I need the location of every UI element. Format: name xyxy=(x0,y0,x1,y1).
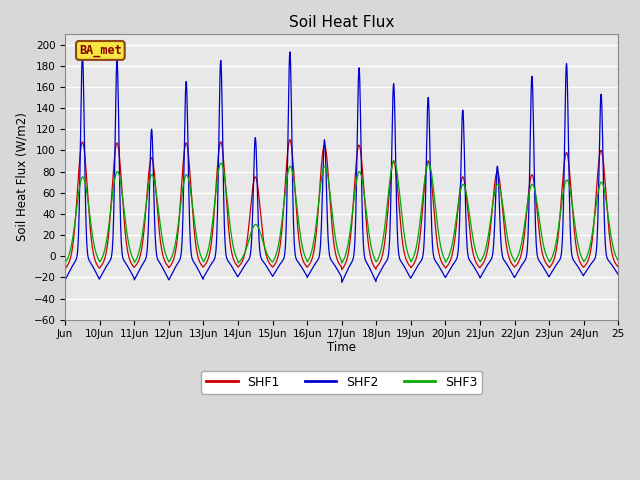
SHF1 xyxy=(148,155,156,161)
Text: BA_met: BA_met xyxy=(79,44,122,57)
SHF2 xyxy=(338,279,346,285)
SHF1 xyxy=(317,170,324,176)
SHF3 xyxy=(338,260,346,266)
SHF3 xyxy=(554,231,561,237)
SHF2 xyxy=(472,268,480,274)
Y-axis label: Soil Heat Flux (W/m2): Soil Heat Flux (W/m2) xyxy=(15,112,28,241)
SHF2 xyxy=(286,49,294,55)
SHF3 xyxy=(614,257,622,263)
SHF3 xyxy=(327,199,335,205)
Line: SHF3: SHF3 xyxy=(65,161,618,263)
SHF3 xyxy=(608,236,616,242)
SHF1 xyxy=(61,266,69,272)
SHF1 xyxy=(608,248,616,254)
SHF1 xyxy=(554,239,561,245)
SHF3 xyxy=(390,158,398,164)
SHF1 xyxy=(472,260,480,266)
SHF1 xyxy=(338,267,346,273)
SHF2 xyxy=(608,262,616,267)
Line: SHF1: SHF1 xyxy=(65,140,618,270)
SHF2 xyxy=(328,257,335,263)
SHF1 xyxy=(328,215,335,220)
SHF3 xyxy=(472,251,480,257)
SHF1 xyxy=(286,137,294,143)
SHF3 xyxy=(317,183,324,189)
Line: SHF2: SHF2 xyxy=(65,52,618,282)
SHF3 xyxy=(148,172,156,178)
X-axis label: Time: Time xyxy=(327,341,356,354)
SHF2 xyxy=(554,260,561,266)
SHF1 xyxy=(614,264,622,270)
SHF2 xyxy=(614,272,622,277)
SHF2 xyxy=(61,277,69,283)
SHF3 xyxy=(61,260,69,265)
Title: Soil Heat Flux: Soil Heat Flux xyxy=(289,15,394,30)
Legend: SHF1, SHF2, SHF3: SHF1, SHF2, SHF3 xyxy=(202,371,482,394)
SHF2 xyxy=(148,126,156,132)
SHF2 xyxy=(317,235,324,241)
